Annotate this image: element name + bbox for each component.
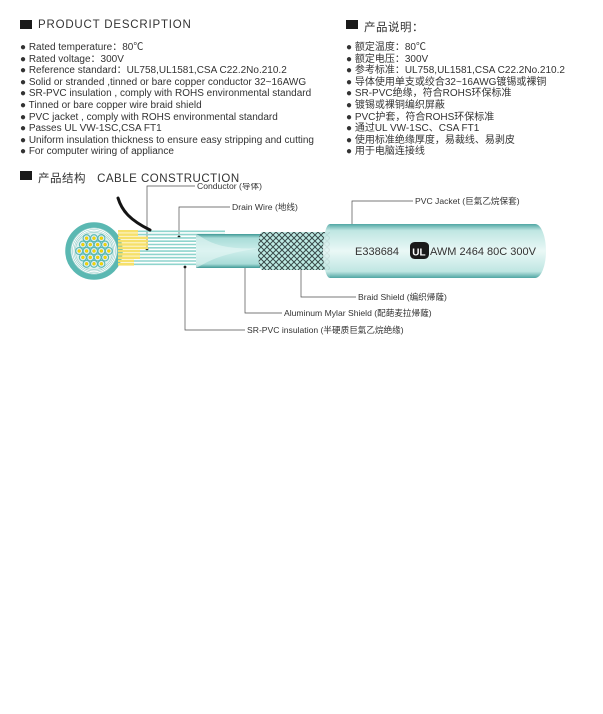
svg-text:Braid Shield (编织帰薩): Braid Shield (编织帰薩) — [358, 291, 447, 302]
svg-text:Drain Wire (地线): Drain Wire (地线) — [232, 201, 298, 212]
svg-text:E338684: E338684 — [355, 246, 399, 258]
svg-text:PVC Jacket (巨氣乙烷保套): PVC Jacket (巨氣乙烷保套) — [415, 195, 520, 206]
svg-text:UL: UL — [412, 248, 425, 259]
svg-text:SR-PVC insulation (半硬质巨氣乙烷绝缘): SR-PVC insulation (半硬质巨氣乙烷绝缘) — [247, 324, 404, 335]
svg-text:AWM 2464 80C 300V: AWM 2464 80C 300V — [430, 246, 537, 258]
svg-text:Conductor (导体): Conductor (导体) — [197, 183, 262, 191]
svg-text:Aluminum Mylar Shield (配葩麦拉帰薩): Aluminum Mylar Shield (配葩麦拉帰薩) — [284, 307, 432, 318]
